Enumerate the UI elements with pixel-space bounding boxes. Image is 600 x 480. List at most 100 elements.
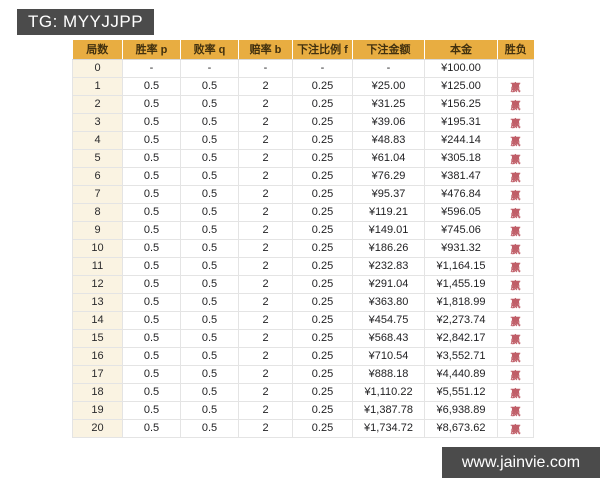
round-cell: 8 <box>72 202 123 222</box>
value-cell: 2 <box>238 346 293 366</box>
value-cell: 0.25 <box>292 238 353 258</box>
value-cell: 0.25 <box>292 382 353 402</box>
round-cell: 11 <box>72 256 123 276</box>
value-cell: 0.5 <box>122 112 181 132</box>
table-row: 20 0.5 0.5 2 0.25 ¥1,734.72 ¥8,673.62 赢 <box>72 418 534 438</box>
round-cell: 6 <box>72 166 123 186</box>
value-cell: ¥476.84 <box>424 184 498 204</box>
value-cell: ¥381.47 <box>424 166 498 186</box>
table-header-row: 局数 胜率 p 败率 q 赔率 b 下注比例 f 下注金额 本金 胜负 <box>72 40 534 60</box>
value-cell: ¥195.31 <box>424 112 498 132</box>
result-cell: 赢 <box>497 274 534 294</box>
value-cell: 2 <box>238 418 293 438</box>
value-cell: 2 <box>238 256 293 276</box>
value-cell: 0.25 <box>292 400 353 420</box>
value-cell: - <box>238 58 293 78</box>
column-header: 下注比例 f <box>292 40 353 60</box>
result-cell: 赢 <box>497 346 534 366</box>
table-row: 7 0.5 0.5 2 0.25 ¥95.37 ¥476.84 赢 <box>72 184 534 204</box>
value-cell: 0.5 <box>122 292 181 312</box>
table-row: 12 0.5 0.5 2 0.25 ¥291.04 ¥1,455.19 赢 <box>72 274 534 294</box>
result-cell: 赢 <box>497 148 534 168</box>
round-cell: 0 <box>72 58 123 78</box>
value-cell: ¥931.32 <box>424 238 498 258</box>
value-cell: ¥1,164.15 <box>424 256 498 276</box>
value-cell: ¥4,440.89 <box>424 364 498 384</box>
value-cell: 0.5 <box>122 310 181 330</box>
value-cell: ¥39.06 <box>352 112 425 132</box>
table-row: 16 0.5 0.5 2 0.25 ¥710.54 ¥3,552.71 赢 <box>72 346 534 366</box>
value-cell: 0.5 <box>122 364 181 384</box>
table-row: 13 0.5 0.5 2 0.25 ¥363.80 ¥1,818.99 赢 <box>72 292 534 312</box>
tg-channel-label: TG: MYYJJPP <box>17 9 155 35</box>
result-cell: 赢 <box>497 76 534 96</box>
table-row: 14 0.5 0.5 2 0.25 ¥454.75 ¥2,273.74 赢 <box>72 310 534 330</box>
result-cell: 赢 <box>497 220 534 240</box>
value-cell: 0.5 <box>122 184 181 204</box>
betting-table: 局数 胜率 p 败率 q 赔率 b 下注比例 f 下注金额 本金 胜负 0- - - - - ¥100.… <box>72 40 534 438</box>
result-cell: 赢 <box>497 94 534 114</box>
value-cell: ¥2,842.17 <box>424 328 498 348</box>
value-cell: 0.5 <box>122 328 181 348</box>
value-cell: 0.5 <box>180 400 239 420</box>
round-cell: 18 <box>72 382 123 402</box>
round-cell: 13 <box>72 292 123 312</box>
table-header: 局数 胜率 p 败率 q 赔率 b 下注比例 f 下注金额 本金 胜负 <box>72 40 534 60</box>
value-cell: 0.25 <box>292 274 353 294</box>
value-cell: ¥25.00 <box>352 76 425 96</box>
value-cell: 0.25 <box>292 112 353 132</box>
table-row: 15 0.5 0.5 2 0.25 ¥568.43 ¥2,842.17 赢 <box>72 328 534 348</box>
value-cell: ¥568.43 <box>352 328 425 348</box>
round-cell: 7 <box>72 184 123 204</box>
value-cell: 0.5 <box>122 256 181 276</box>
value-cell: 0.25 <box>292 364 353 384</box>
value-cell: 0.25 <box>292 94 353 114</box>
value-cell: 0.25 <box>292 166 353 186</box>
value-cell: ¥156.25 <box>424 94 498 114</box>
result-cell: 赢 <box>497 418 534 438</box>
value-cell: 0.5 <box>180 166 239 186</box>
value-cell: ¥119.21 <box>352 202 425 222</box>
value-cell: - <box>352 58 425 78</box>
value-cell: ¥149.01 <box>352 220 425 240</box>
value-cell: ¥232.83 <box>352 256 425 276</box>
value-cell: 0.5 <box>180 310 239 330</box>
table-row: 4 0.5 0.5 2 0.25 ¥48.83 ¥244.14 赢 <box>72 130 534 150</box>
value-cell: 0.5 <box>180 76 239 96</box>
value-cell: 0.5 <box>180 274 239 294</box>
value-cell: ¥5,551.12 <box>424 382 498 402</box>
value-cell: 0.5 <box>122 166 181 186</box>
value-cell: 2 <box>238 112 293 132</box>
value-cell: 0.5 <box>122 418 181 438</box>
table-row: 1 0.5 0.5 2 0.25 ¥25.00 ¥125.00 赢 <box>72 76 534 96</box>
value-cell: ¥596.05 <box>424 202 498 222</box>
value-cell: 2 <box>238 220 293 240</box>
result-cell <box>497 58 534 78</box>
value-cell: ¥31.25 <box>352 94 425 114</box>
table-row: 17 0.5 0.5 2 0.25 ¥888.18 ¥4,440.89 赢 <box>72 364 534 384</box>
round-cell: 20 <box>72 418 123 438</box>
value-cell: 0.25 <box>292 130 353 150</box>
round-cell: 3 <box>72 112 123 132</box>
value-cell: - <box>122 58 181 78</box>
value-cell: 0.25 <box>292 220 353 240</box>
column-header: 败率 q <box>180 40 239 60</box>
value-cell: 0.5 <box>180 220 239 240</box>
round-cell: 17 <box>72 364 123 384</box>
value-cell: ¥100.00 <box>424 58 498 78</box>
table-row: 3 0.5 0.5 2 0.25 ¥39.06 ¥195.31 赢 <box>72 112 534 132</box>
value-cell: 0.5 <box>122 274 181 294</box>
value-cell: 0.25 <box>292 202 353 222</box>
value-cell: ¥3,552.71 <box>424 346 498 366</box>
value-cell: 0.5 <box>180 418 239 438</box>
result-cell: 赢 <box>497 292 534 312</box>
value-cell: 2 <box>238 148 293 168</box>
value-cell: ¥244.14 <box>424 130 498 150</box>
value-cell: ¥363.80 <box>352 292 425 312</box>
value-cell: ¥61.04 <box>352 148 425 168</box>
result-cell: 赢 <box>497 400 534 420</box>
round-cell: 12 <box>72 274 123 294</box>
round-cell: 5 <box>72 148 123 168</box>
value-cell: 0.5 <box>180 148 239 168</box>
round-cell: 10 <box>72 238 123 258</box>
